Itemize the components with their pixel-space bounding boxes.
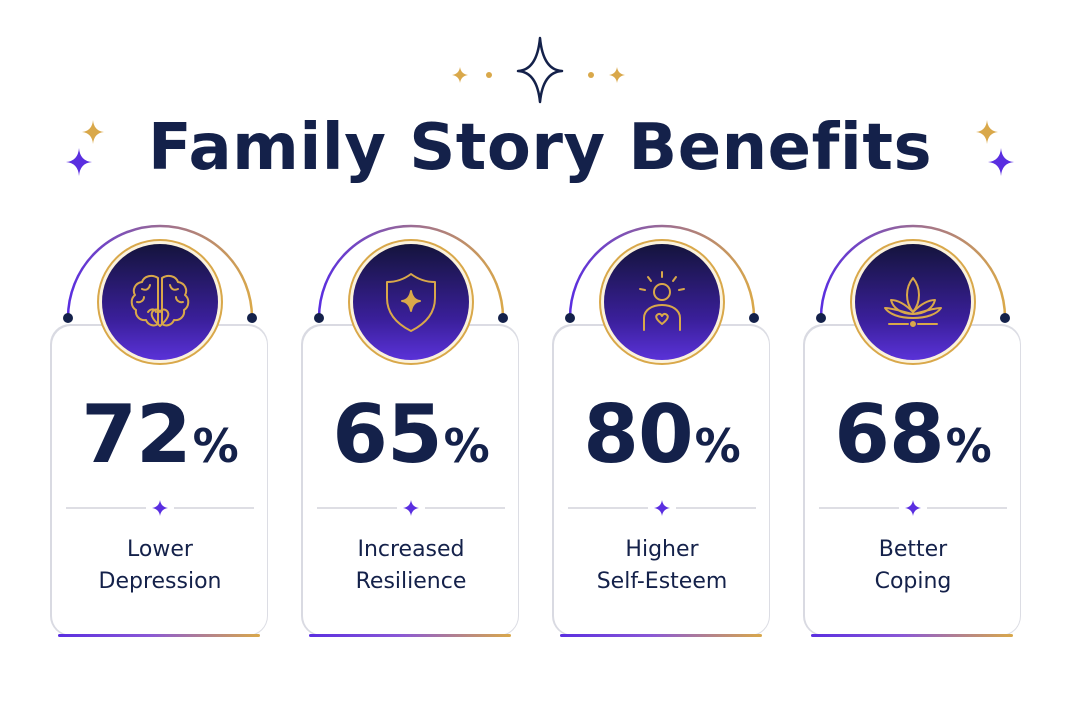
star-icon [516, 36, 564, 104]
stat-number: 80 [583, 388, 693, 481]
stat-unit: % [694, 419, 741, 473]
stat-number: 68 [834, 388, 944, 481]
card-arc [63, 224, 257, 323]
page-title: Family Story Benefits [147, 111, 933, 185]
sparkle-icon [452, 67, 468, 83]
stat-unit: % [945, 419, 992, 473]
dot-icon [588, 72, 594, 78]
stat-value: 72% [46, 390, 274, 480]
stat-label: Better Coping [874, 537, 952, 594]
stat-unit: % [443, 419, 490, 473]
card-arc [314, 224, 508, 323]
card-border [803, 324, 1021, 637]
stat-label: Increased Resilience [355, 537, 467, 594]
stat-number: 65 [332, 388, 442, 481]
benefit-card: 72% Lower Depression [46, 222, 274, 642]
stat-value: 65% [297, 390, 525, 480]
card-border [301, 324, 519, 637]
benefit-card: 80% Higher Self-Esteem [548, 222, 776, 642]
card-divider [568, 500, 756, 516]
card-border [552, 324, 770, 637]
stat-label: Higher Self-Esteem [596, 537, 728, 594]
brain-heart-icon [102, 244, 218, 360]
stat-value: 68% [799, 390, 1027, 480]
dot-icon [486, 72, 492, 78]
card-divider [819, 500, 1007, 516]
card-arc [565, 224, 759, 323]
benefit-card: 65% Increased Resilience [297, 222, 525, 642]
shield-star-icon [353, 244, 469, 360]
card-divider [66, 500, 254, 516]
card-arc [816, 224, 1010, 323]
lotus-icon [855, 244, 971, 360]
stat-value: 80% [548, 390, 776, 480]
card-divider [317, 500, 505, 516]
sparkle-icon [609, 67, 625, 83]
stat-unit: % [192, 419, 239, 473]
stat-number: 72 [81, 388, 191, 481]
benefit-card: 68% Better Coping [799, 222, 1027, 642]
person-sun-heart-icon [604, 244, 720, 360]
stat-label: Lower Depression [98, 537, 222, 594]
card-border [50, 324, 268, 637]
